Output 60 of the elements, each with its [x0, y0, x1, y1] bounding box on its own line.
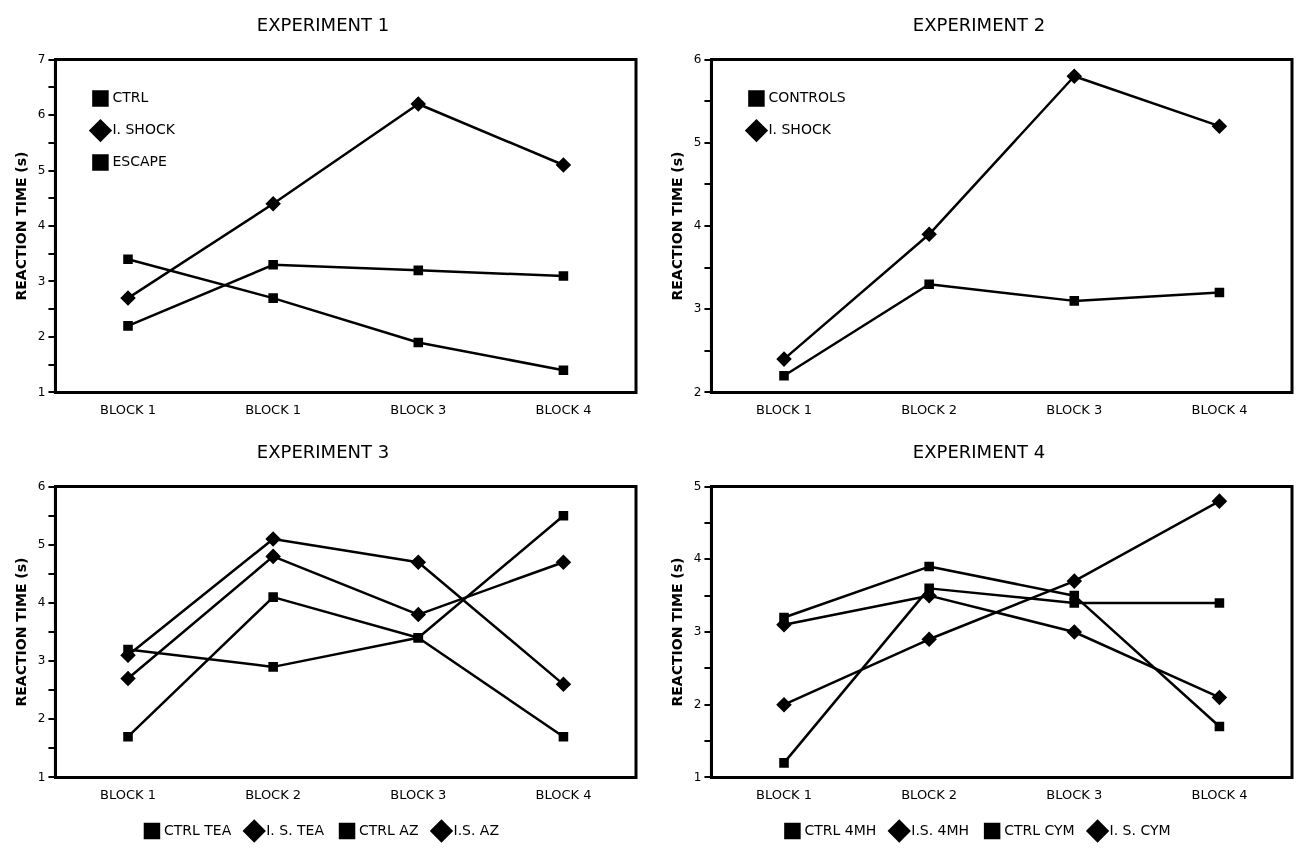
- legend-label: CTRL CYM: [1004, 821, 1075, 838]
- legend-label: CONTROLS: [768, 89, 846, 106]
- x-tick-label: BLOCK 4: [1191, 786, 1248, 802]
- y-tick-label: 1: [37, 769, 46, 784]
- y-tick-label: 4: [693, 551, 702, 566]
- y-tick-label: 4: [693, 218, 702, 233]
- x-tick-label: BLOCK 4: [1191, 401, 1248, 417]
- x-tick-label: BLOCK 1: [100, 786, 156, 802]
- x-tick-label: BLOCK 3: [390, 786, 447, 802]
- y-tick-label: 5: [37, 536, 46, 551]
- legend-label: CTRL AZ: [359, 821, 419, 838]
- x-tick-label: BLOCK 2: [245, 786, 302, 802]
- x-tick-label: BLOCK 2: [901, 786, 958, 802]
- legend-label: I. SHOCK: [768, 121, 832, 138]
- y-tick-label: 1: [37, 384, 46, 399]
- y-tick-label: 7: [37, 51, 46, 66]
- y-tick-label: 2: [693, 384, 702, 399]
- y-axis-title: REACTION TIME (s): [669, 557, 686, 707]
- legend-label: CTRL: [112, 89, 149, 106]
- chart-title: EXPERIMENT 3: [256, 441, 390, 463]
- y-tick-label: 5: [693, 134, 702, 149]
- x-tick-label: BLOCK 1: [245, 401, 302, 417]
- chart-title: EXPERIMENT 2: [912, 14, 1046, 36]
- legend-label: I. S. TEA: [266, 821, 325, 838]
- x-tick-label: BLOCK 3: [1046, 401, 1103, 417]
- chart-title: EXPERIMENT 4: [912, 441, 1046, 463]
- y-tick-label: 1: [693, 769, 702, 784]
- chart-title: EXPERIMENT 1: [256, 14, 390, 36]
- legend-label: CTRL TEA: [163, 821, 232, 838]
- legend-label: ESCAPE: [112, 153, 167, 170]
- y-axis-title: REACTION TIME (s): [669, 151, 686, 301]
- y-tick-label: 4: [37, 218, 46, 233]
- y-tick-label: 3: [693, 301, 702, 316]
- y-tick-label: 4: [37, 595, 46, 610]
- x-tick-label: BLOCK 4: [535, 786, 592, 802]
- x-tick-label: BLOCK 2: [901, 401, 958, 417]
- y-tick-label: 2: [693, 696, 702, 711]
- x-tick-label: BLOCK 4: [535, 401, 592, 417]
- y-tick-label: 6: [37, 478, 46, 493]
- y-tick-label: 3: [37, 273, 46, 288]
- legend-label: CTRL 4MH: [804, 821, 877, 838]
- y-tick-label: 3: [37, 653, 46, 668]
- y-tick-label: 6: [693, 51, 702, 66]
- x-tick-label: BLOCK 3: [1046, 786, 1103, 802]
- x-tick-label: BLOCK 1: [100, 401, 156, 417]
- y-tick-label: 5: [37, 162, 46, 177]
- y-tick-label: 5: [693, 478, 702, 493]
- legend-label: I. S. CYM: [1109, 821, 1171, 838]
- x-tick-label: BLOCK 1: [756, 786, 812, 802]
- x-tick-label: BLOCK 1: [756, 401, 812, 417]
- y-axis-title: REACTION TIME (s): [13, 151, 30, 301]
- x-tick-label: BLOCK 3: [390, 401, 447, 417]
- y-tick-label: 3: [693, 624, 702, 639]
- y-tick-label: 2: [37, 329, 46, 344]
- legend-label: I.S. AZ: [453, 821, 500, 838]
- y-tick-label: 2: [37, 711, 46, 726]
- legend-label: I.S. 4MH: [911, 821, 970, 838]
- y-tick-label: 6: [37, 107, 46, 122]
- y-axis-title: REACTION TIME (s): [13, 557, 30, 707]
- legend-label: I. SHOCK: [112, 121, 176, 138]
